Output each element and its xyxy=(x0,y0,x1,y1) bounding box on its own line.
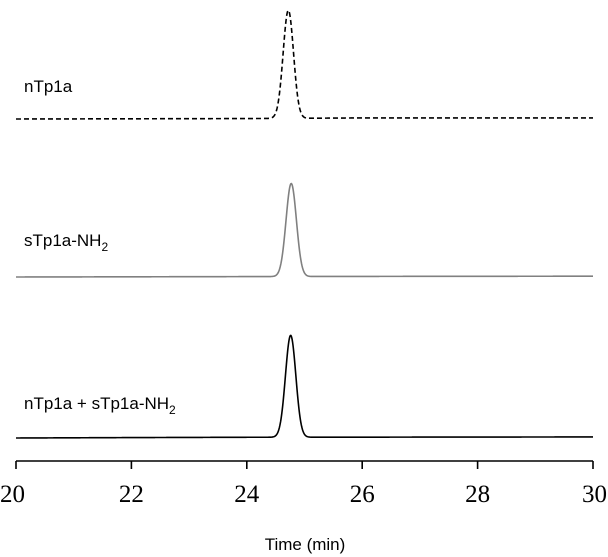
trace-line-ntp1a xyxy=(16,9,593,120)
trace-label-mix: nTp1a + sTp1a-NH2 xyxy=(24,394,176,417)
trace-label-ntp1a: nTp1a xyxy=(24,77,73,96)
trace-line-stp1a-nh2 xyxy=(16,182,593,278)
trace-label-stp1a-nh2: sTp1a-NH2 xyxy=(24,231,108,254)
x-tick-label: 28 xyxy=(465,481,490,508)
x-axis-label: Time (min) xyxy=(265,535,346,554)
x-tick-label: 24 xyxy=(234,481,260,508)
x-axis-ticks: 20 22 24 26 28 30 xyxy=(0,461,607,508)
x-tick-label: 22 xyxy=(119,481,144,508)
x-tick-label: 20 xyxy=(0,481,25,508)
x-tick-label: 30 xyxy=(582,481,607,508)
trace-line-mix xyxy=(16,334,593,439)
x-tick-label: 26 xyxy=(350,481,375,508)
